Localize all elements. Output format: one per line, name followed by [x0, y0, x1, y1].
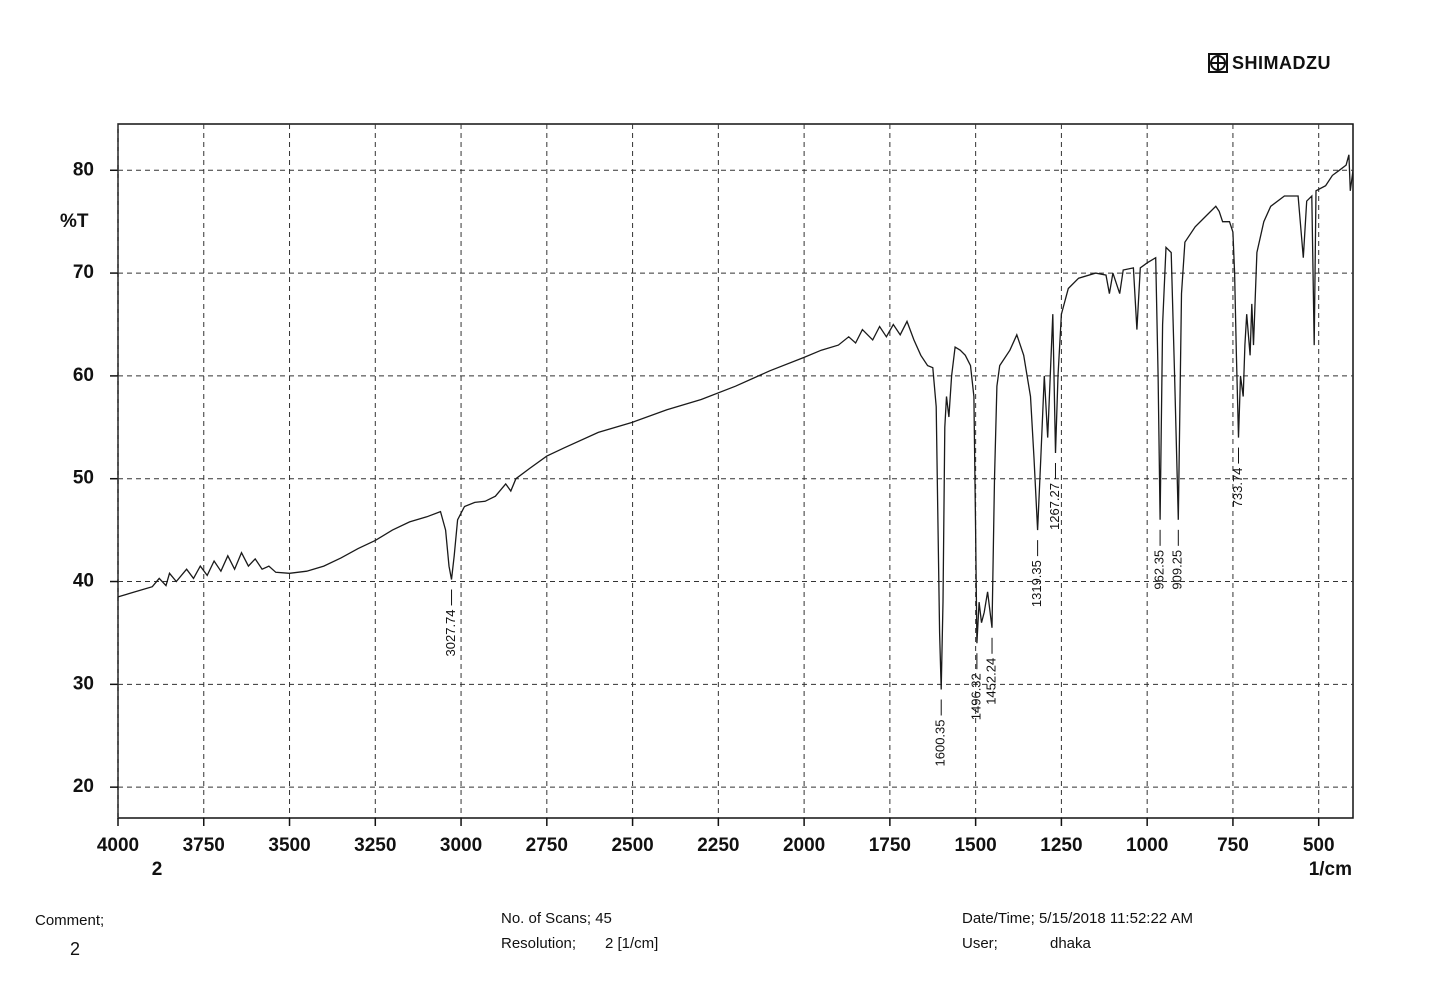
y-tick-label: 30 [73, 673, 94, 694]
x-tick-label: 2000 [783, 835, 825, 856]
y-tick-label: 20 [73, 776, 94, 797]
comment-label: Comment; [35, 912, 104, 929]
resolution-label: Resolution; [501, 935, 576, 952]
y-tick-label: 70 [73, 262, 94, 283]
x-tick-label: 1000 [1126, 835, 1168, 856]
x-tick-label: 4000 [97, 835, 139, 856]
datetime: Date/Time; 5/15/2018 11:52:22 AM [962, 910, 1193, 927]
scans: No. of Scans; 45 [501, 910, 612, 927]
y-tick-label: 50 [73, 468, 94, 489]
x-note: 2 [152, 859, 163, 880]
y-tick-label: 60 [73, 365, 94, 386]
logo-box [1208, 53, 1228, 73]
logo-text: SHIMADZU [1232, 53, 1331, 73]
peak-label: 909.25 [1170, 550, 1185, 590]
x-tick-label: 2500 [611, 835, 653, 856]
resolution: 2 [1/cm] [605, 935, 658, 952]
x-tick-label: 750 [1217, 835, 1249, 856]
y-tick-label: 80 [73, 159, 94, 180]
x-tick-label: 3000 [440, 835, 482, 856]
peak-label: 1496.32 [968, 673, 983, 720]
peak-label: 733.74 [1230, 468, 1245, 508]
peak-label: 1319.35 [1029, 560, 1044, 607]
plot-frame [117, 123, 1354, 819]
x-tick-label: 3750 [183, 835, 225, 856]
comment: 2 [70, 939, 80, 959]
x-tick-label: 500 [1303, 835, 1335, 856]
peak-label: 1452.24 [983, 658, 998, 705]
peak-label: 3027.74 [443, 609, 458, 656]
peak-label: 962.35 [1152, 550, 1167, 590]
x-tick-label: 1250 [1040, 835, 1082, 856]
peak-label: 1600.35 [933, 719, 948, 766]
x-axis-label: 1/cm [1309, 859, 1352, 880]
user: dhaka [1050, 935, 1092, 952]
logo: SHIMADZU [1208, 53, 1331, 73]
user-label: User; [962, 935, 998, 952]
x-tick-label: 2750 [526, 835, 568, 856]
peak-label: 1267.27 [1047, 483, 1062, 530]
x-tick-label: 3250 [354, 835, 396, 856]
x-tick-label: 1750 [869, 835, 911, 856]
spectrum-line [117, 154, 1354, 690]
x-tick-label: 3500 [268, 835, 310, 856]
x-tick-label: 1500 [954, 835, 996, 856]
y-axis-label: %T [60, 211, 89, 232]
y-tick-label: 40 [73, 571, 94, 592]
x-tick-label: 2250 [697, 835, 739, 856]
